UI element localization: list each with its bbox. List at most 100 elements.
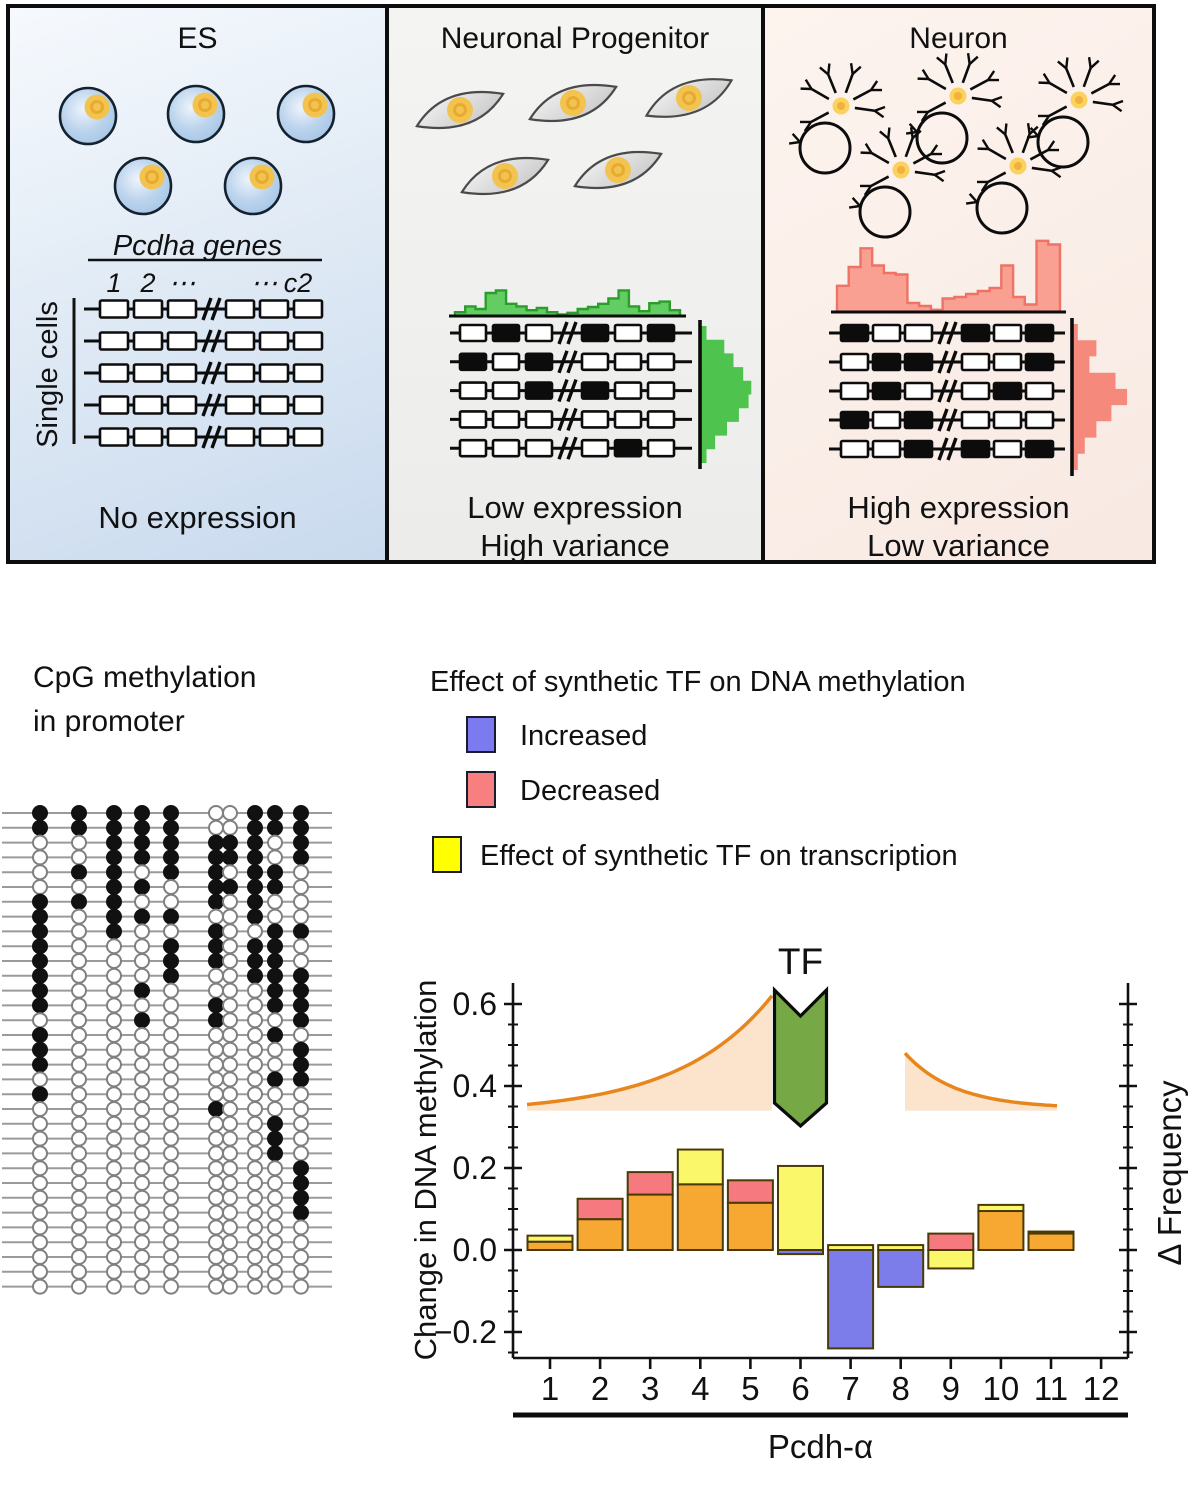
bar-methylation-decreased <box>927 1232 975 1252</box>
dendrite <box>1048 81 1068 95</box>
cpg-methylated <box>293 849 309 866</box>
break-slash <box>937 379 949 403</box>
cpg-unmethylated <box>267 1086 283 1103</box>
cpg-unmethylated <box>293 1278 309 1295</box>
gene-box-silent <box>960 352 991 372</box>
axon-loop <box>915 111 969 165</box>
cpg-unmethylated <box>208 1056 224 1073</box>
gene-box-silent <box>166 427 198 447</box>
cpg-methylated <box>106 849 122 866</box>
y-tick-label: 0.4 <box>453 1068 497 1104</box>
dendrite-fork <box>791 133 801 143</box>
bar-methylation-decreased <box>726 1179 774 1204</box>
cpg-unmethylated <box>267 1249 283 1265</box>
cpg-methylated <box>267 953 283 969</box>
dendrite-fork <box>1029 127 1039 137</box>
gene-box-silent <box>166 299 198 319</box>
cpg-unmethylated <box>163 1145 179 1162</box>
neuron-cell <box>1026 56 1124 169</box>
gene-box-silent <box>1024 381 1055 401</box>
bar-overlap <box>726 1201 774 1252</box>
cpg-unmethylated <box>247 1130 263 1147</box>
cpg-title-line1: CpG methylation <box>33 661 257 694</box>
methylation-row <box>2 849 332 866</box>
methylation-row <box>2 864 332 881</box>
cpg-unmethylated <box>134 1204 150 1221</box>
break-slash <box>557 350 569 374</box>
cpg-unmethylated <box>247 1189 263 1206</box>
dendrite-fork <box>981 139 990 150</box>
cpg-unmethylated <box>71 923 87 940</box>
progenitor-cell <box>528 83 618 123</box>
cpg-unmethylated <box>71 1086 87 1103</box>
dendrite-fork <box>934 169 946 176</box>
dendrite-fork <box>1111 103 1123 113</box>
break-slash <box>566 321 578 345</box>
gene-box-silent <box>224 331 256 351</box>
break-slash <box>937 408 949 432</box>
methylation-row <box>2 1115 332 1132</box>
break-slash <box>210 329 222 353</box>
x-tick-label: 3 <box>641 1370 659 1407</box>
neuron-cell <box>905 52 1003 165</box>
cpg-unmethylated <box>32 1071 48 1088</box>
cpg-unmethylated <box>267 893 283 910</box>
cpg-unmethylated <box>293 1234 309 1251</box>
cpg-unmethylated <box>247 982 263 999</box>
cpg-unmethylated <box>163 1160 179 1177</box>
cpg-unmethylated <box>222 1086 238 1103</box>
cpg-unmethylated <box>247 1027 263 1043</box>
gene-box-expressed <box>491 323 521 343</box>
gene-box-expressed <box>839 410 870 430</box>
cpg-unmethylated <box>293 1027 309 1043</box>
cpg-methylated <box>163 967 179 984</box>
gene-axis-label: ⋯ <box>251 268 278 298</box>
dendrite <box>987 147 1007 161</box>
dendrite-fork <box>1112 99 1124 106</box>
dendrite <box>1021 133 1031 154</box>
cpg-unmethylated <box>267 1219 283 1236</box>
gene-box-silent <box>960 410 991 430</box>
cpg-unmethylated <box>106 1263 122 1280</box>
cpg-methylated <box>106 923 122 940</box>
cpg-methylated <box>247 879 263 895</box>
dendrite <box>1029 148 1049 161</box>
cpg-unmethylated <box>134 1027 150 1043</box>
dendrite-fork <box>965 200 978 205</box>
dendrite <box>1004 133 1014 154</box>
bar-methylation-decreased <box>626 1171 674 1196</box>
break-slash <box>210 393 222 417</box>
cpg-unmethylated <box>293 953 309 969</box>
y-tick-label: −0.2 <box>434 1314 497 1350</box>
single-cells-label: Single cells <box>32 301 64 448</box>
cpg-methylated <box>222 834 238 851</box>
x-tick-label: 4 <box>691 1370 709 1407</box>
gene-box-silent <box>132 427 164 447</box>
dendrite-fork <box>863 185 872 196</box>
bar-methylation-increased <box>877 1249 925 1288</box>
cpg-unmethylated <box>267 1189 283 1206</box>
cpg-methylated <box>247 967 263 984</box>
gene-box-silent <box>258 299 290 319</box>
np-panel-graphic <box>415 78 752 469</box>
cpg-unmethylated <box>247 1219 263 1236</box>
methylation-row <box>2 938 332 955</box>
cpg-unmethylated <box>134 923 150 940</box>
cpg-methylated <box>134 834 150 851</box>
expression-histogram <box>453 289 682 318</box>
es-cell-nucleolus <box>145 170 159 184</box>
dendrite-fork <box>864 143 873 154</box>
cpg-unmethylated <box>134 1278 150 1295</box>
panel-es-title: ES <box>177 22 218 55</box>
methylation-row <box>2 982 332 999</box>
gene-box-silent <box>132 395 164 415</box>
methylation-row <box>2 1041 332 1058</box>
cpg-unmethylated <box>222 864 238 881</box>
dendrite-fork <box>987 70 996 81</box>
neuron-caption-2: Low variance <box>867 528 1050 563</box>
gene-axis-label: 1 <box>106 268 121 298</box>
neuron-panel-graphic <box>788 52 1128 476</box>
cell-stages-box: ES 1 2 ⋯ ⋯ c2 Pcdha genes Single cells No ex… <box>6 4 1156 564</box>
cpg-unmethylated <box>32 1189 48 1206</box>
dendrite <box>1065 67 1075 88</box>
